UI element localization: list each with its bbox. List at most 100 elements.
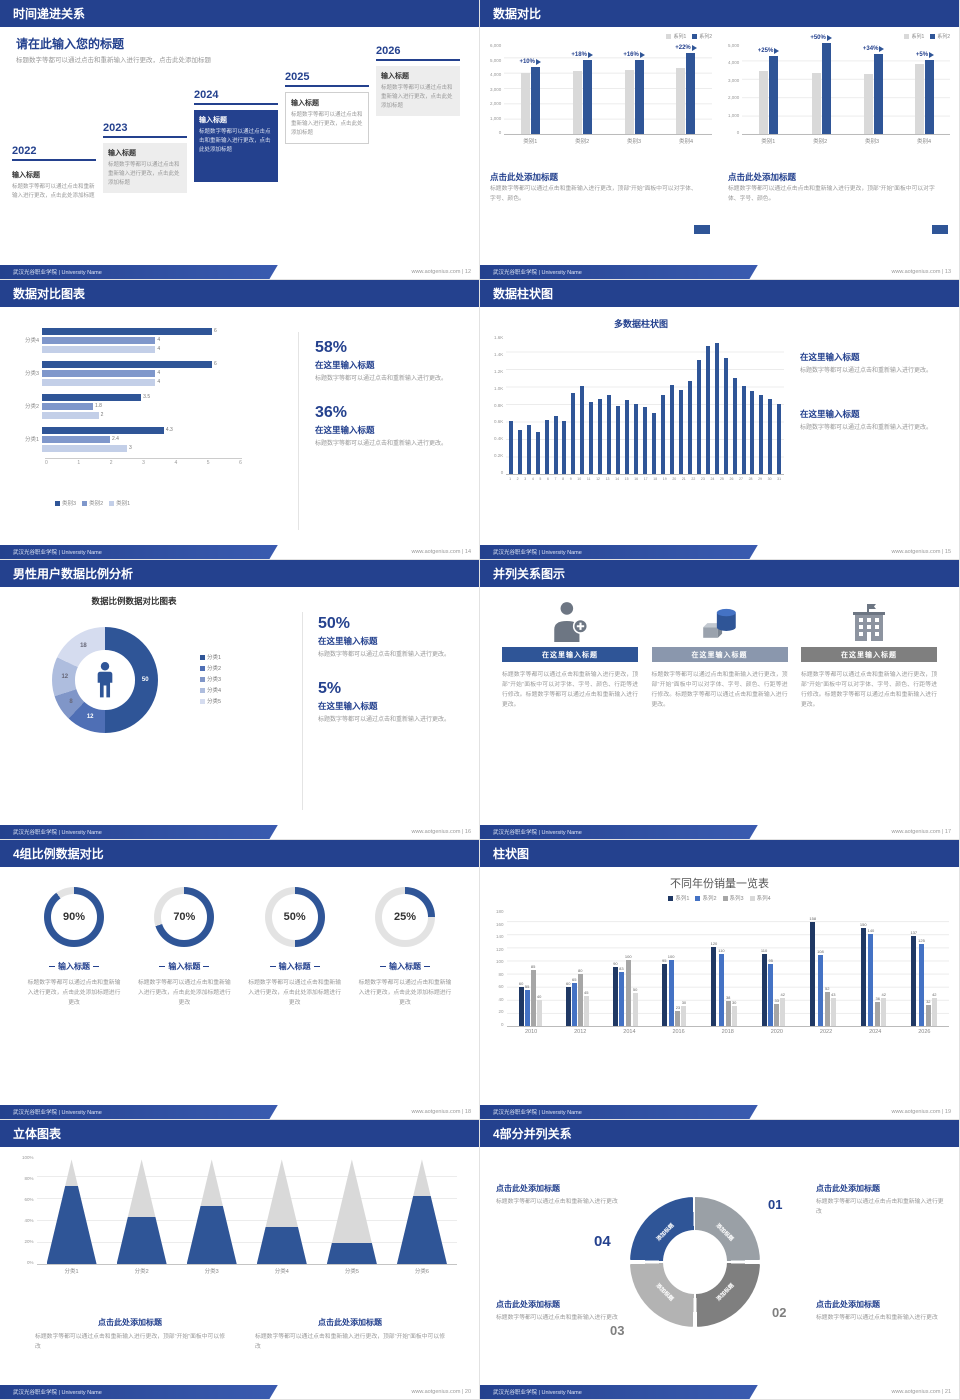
bar-value: 110 [760, 948, 768, 953]
caption-title: 点击此处添加标题 [98, 1318, 162, 1327]
parallel-item: 在这里输入标题 标题数字等都可以通过点击和重新输入进行更改，顶部“开始”面板中可… [651, 599, 788, 711]
bar-line: 4 [42, 345, 268, 353]
bar-rect [675, 1011, 681, 1026]
bar-group [544, 420, 549, 474]
bars [741, 386, 746, 474]
bars [643, 407, 648, 474]
x-label: 分类3 [204, 1269, 219, 1275]
slide-17-parallel-relationship[interactable]: 并列关系图示 在这里输入标题 标题数字等都可以通过点击和重新输入进行更改，顶部“… [480, 560, 960, 840]
bar-group: +22% [675, 45, 697, 134]
bar [714, 343, 719, 474]
x-label: 15 [624, 477, 629, 481]
slide-20-3d-chart[interactable]: 立体图表 100% 80% 60% 40% 20% 0% 分类1 分类2 分类3 分类4 分类5 分类… [0, 1120, 480, 1400]
slide-16-male-ratio-analysis[interactable]: 男性用户数据比例分析 数据比例数据对比图表 50 12 8 12 18 分类1 分类2 分类… [0, 560, 480, 840]
item-title-row: 输入标题 [26, 961, 122, 972]
legend-label: 分类5 [207, 699, 222, 705]
footer-university: 武汉光谷职业学院 | University Name [480, 1105, 758, 1119]
block-title: 点击此处添加标题 [816, 1300, 880, 1309]
bar: 150 [860, 922, 867, 1026]
cycle-diagram: 添加标题 添加标题 添加标题 添加标题 [630, 1197, 760, 1327]
male-icon [97, 662, 113, 698]
caption-body: 标题数字等都可以通过点击和重新输入进行更改，顶部“开始”面板中可以修改 [35, 1334, 225, 1350]
bars: 110 95 33 42 [760, 948, 786, 1026]
hbar-row: 分类4 6 4 4 [18, 326, 268, 354]
bar-rect [711, 947, 717, 1026]
bars [714, 343, 719, 474]
corner-block-bottom-right: 点击此处添加标题 标题数字等都可以通过点击和重新输入进行更改 [816, 1299, 944, 1324]
timeline-box: 输入标题 标题数字等都可以通过点击和重新输入进行更改，点击此处添加标题 [285, 92, 369, 145]
bar-rect [864, 74, 874, 134]
ring-hole [271, 894, 318, 940]
bars [651, 413, 656, 474]
bar [864, 74, 874, 134]
cone [256, 1159, 307, 1264]
bars [580, 386, 585, 474]
columns: 在这里输入标题 标题数字等都可以通过点击和重新输入进行更改，顶部“开始”面板中可… [480, 587, 959, 711]
slide-footer: 武汉光谷职业学院 | University Name www.aotgenius… [480, 1385, 959, 1399]
annotation-text: +16% [623, 52, 639, 58]
x-label: 21 [681, 477, 686, 481]
slide-footer: 武汉光谷职业学院 | University Name www.aotgenius… [480, 825, 959, 839]
x-label: 19 [662, 477, 667, 481]
bar: 43 [830, 992, 836, 1026]
x-label: 类别2 [813, 139, 828, 145]
slide-12-time-progression[interactable]: 时间递进关系 请在此输入您的标题 标题数字等都可以通过点击和重新输入进行更改，点… [0, 0, 480, 280]
footer-site-page: www.aotgenius.com | 12 [411, 269, 471, 275]
legend-swatch [668, 895, 674, 901]
bar-value: 1.8 [95, 403, 102, 409]
bar-group: 137 125 32 42 [910, 930, 937, 1026]
bar-value: 95 [768, 958, 773, 963]
x-label: 7 [554, 477, 557, 481]
legend-swatch [109, 500, 115, 506]
slide-18-four-ratios[interactable]: 4组比例数据对比 90% 输入标题 标题数字等都可以通过点击和重新输入进行更改，… [0, 840, 480, 1120]
y-tick: 1.2K [494, 368, 504, 374]
slide-19-bar-chart[interactable]: 柱状图 不同年份销量一览表 系列1 系列2 系列3 系列4 180 160 140 120 1… [480, 840, 960, 1120]
x-axis: 类别1 类别2 类别3 类别4 [504, 137, 712, 145]
bar-rect [769, 56, 779, 134]
slide-21-four-parts-cycle[interactable]: 4部分并列关系 点击此处添加标题 标题数字等都可以通过点击和重新输入进行更改 点… [480, 1120, 960, 1400]
flag-icon [774, 48, 780, 54]
bars: 6 4 4 [42, 326, 268, 354]
bars: 150 140 36 42 [860, 922, 887, 1026]
bar [686, 53, 696, 134]
x-label: 类别3 [627, 139, 642, 145]
block-body: 标题数字等都可以通过点击和重新输入进行更改，顶部“开始”面板中可以对字体、字号、… [490, 186, 697, 202]
timeline-box: 输入标题 标题数字等都可以通过点击和重新输入进行更改，点击此处添加标题 [103, 143, 187, 194]
bar-rect [868, 934, 874, 1026]
slide-13-data-comparison[interactable]: 数据对比 系列1 系列2 6,000 5,000 4,000 3,000 2,000 1,0… [480, 0, 960, 280]
bar: 95 [768, 958, 774, 1026]
x-axis: 2010 2012 2014 2016 2018 2020 2022 2024 2026 [507, 1029, 949, 1035]
ring-percentage: 25% [393, 911, 416, 923]
annotation-text: +22% [675, 45, 691, 51]
annotation-text: +10% [519, 59, 535, 65]
dash-icon [49, 966, 55, 967]
block-title: 在这里输入标题 [800, 352, 860, 362]
bar: 45 [583, 990, 589, 1026]
footer-university: 武汉光谷职业学院 | University Name [480, 265, 758, 279]
bar-value: 95 [662, 958, 667, 963]
bar-value: 137 [910, 930, 918, 935]
slide-body: 请在此输入您的标题 标题数字等都可以通过点击和重新输入进行更改，点击此处添加标题… [0, 27, 479, 265]
bar: 40 [536, 994, 542, 1026]
bar-group [607, 395, 612, 474]
bar: 140 [868, 928, 874, 1026]
x-label: 11 [586, 477, 591, 481]
slide-15-column-chart[interactable]: 数据柱状图 多数据柱状图 1.6K 1.4K 1.2K 1.0K 0.8K 0.6K 0.4… [480, 280, 960, 560]
bar [616, 406, 621, 474]
block-title: 点击此处添加标题 [490, 172, 559, 182]
bar: 100 [668, 954, 674, 1026]
bars [723, 358, 728, 474]
bar-group [526, 425, 531, 474]
item-title-row: 输入标题 [357, 961, 453, 972]
bar [508, 421, 513, 474]
bar-rect [524, 990, 530, 1026]
segment-value: 12 [86, 714, 94, 721]
bars: 6 4 4 [42, 359, 268, 387]
bar-rect [824, 992, 830, 1026]
bar-line: 6 [42, 327, 268, 335]
slide-14-comparison-chart[interactable]: 数据对比图表 分类4 6 4 4 分类3 6 4 4 分类2 3.5 1.8 2 分类1 4.3 2.4 3 0… [0, 280, 480, 560]
bars [598, 399, 603, 474]
building-icon [801, 599, 937, 647]
ring-hole [381, 894, 428, 940]
bar-group [571, 393, 576, 474]
